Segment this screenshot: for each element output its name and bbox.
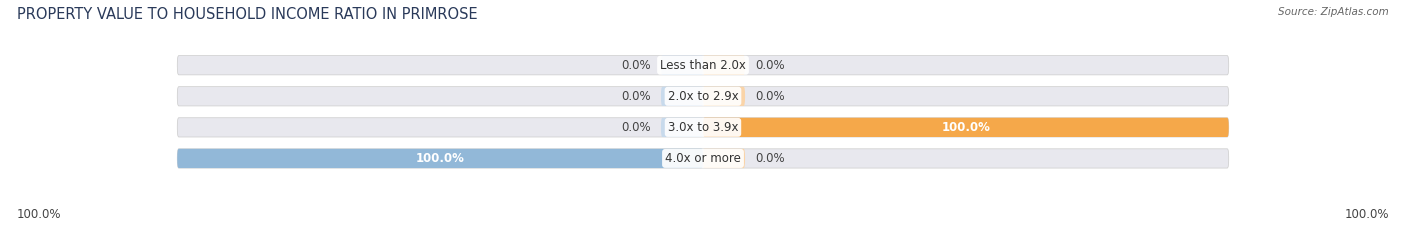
Text: 0.0%: 0.0% xyxy=(621,121,651,134)
Text: 0.0%: 0.0% xyxy=(755,152,785,165)
FancyBboxPatch shape xyxy=(177,149,1229,168)
FancyBboxPatch shape xyxy=(177,118,1229,137)
Text: PROPERTY VALUE TO HOUSEHOLD INCOME RATIO IN PRIMROSE: PROPERTY VALUE TO HOUSEHOLD INCOME RATIO… xyxy=(17,7,478,22)
FancyBboxPatch shape xyxy=(177,149,703,168)
Text: 100.0%: 100.0% xyxy=(416,152,464,165)
Text: Source: ZipAtlas.com: Source: ZipAtlas.com xyxy=(1278,7,1389,17)
FancyBboxPatch shape xyxy=(661,56,703,75)
Text: 3.0x to 3.9x: 3.0x to 3.9x xyxy=(668,121,738,134)
FancyBboxPatch shape xyxy=(661,87,703,106)
FancyBboxPatch shape xyxy=(703,149,745,168)
FancyBboxPatch shape xyxy=(177,87,1229,106)
Text: 2.0x to 2.9x: 2.0x to 2.9x xyxy=(668,90,738,103)
FancyBboxPatch shape xyxy=(703,118,1229,137)
FancyBboxPatch shape xyxy=(703,56,745,75)
Text: 0.0%: 0.0% xyxy=(621,90,651,103)
Text: 4.0x or more: 4.0x or more xyxy=(665,152,741,165)
FancyBboxPatch shape xyxy=(661,118,703,137)
FancyBboxPatch shape xyxy=(703,87,745,106)
Text: 0.0%: 0.0% xyxy=(755,90,785,103)
Text: 100.0%: 100.0% xyxy=(942,121,990,134)
Text: 100.0%: 100.0% xyxy=(1344,208,1389,221)
Text: 0.0%: 0.0% xyxy=(621,59,651,72)
Text: Less than 2.0x: Less than 2.0x xyxy=(659,59,747,72)
Text: 0.0%: 0.0% xyxy=(755,59,785,72)
Text: 100.0%: 100.0% xyxy=(17,208,62,221)
FancyBboxPatch shape xyxy=(177,56,1229,75)
